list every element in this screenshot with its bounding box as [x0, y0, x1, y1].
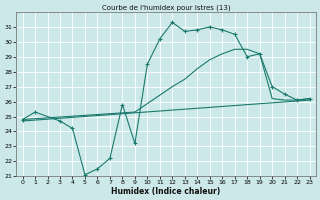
Title: Courbe de l'humidex pour Istres (13): Courbe de l'humidex pour Istres (13) [102, 4, 230, 11]
X-axis label: Humidex (Indice chaleur): Humidex (Indice chaleur) [111, 187, 221, 196]
